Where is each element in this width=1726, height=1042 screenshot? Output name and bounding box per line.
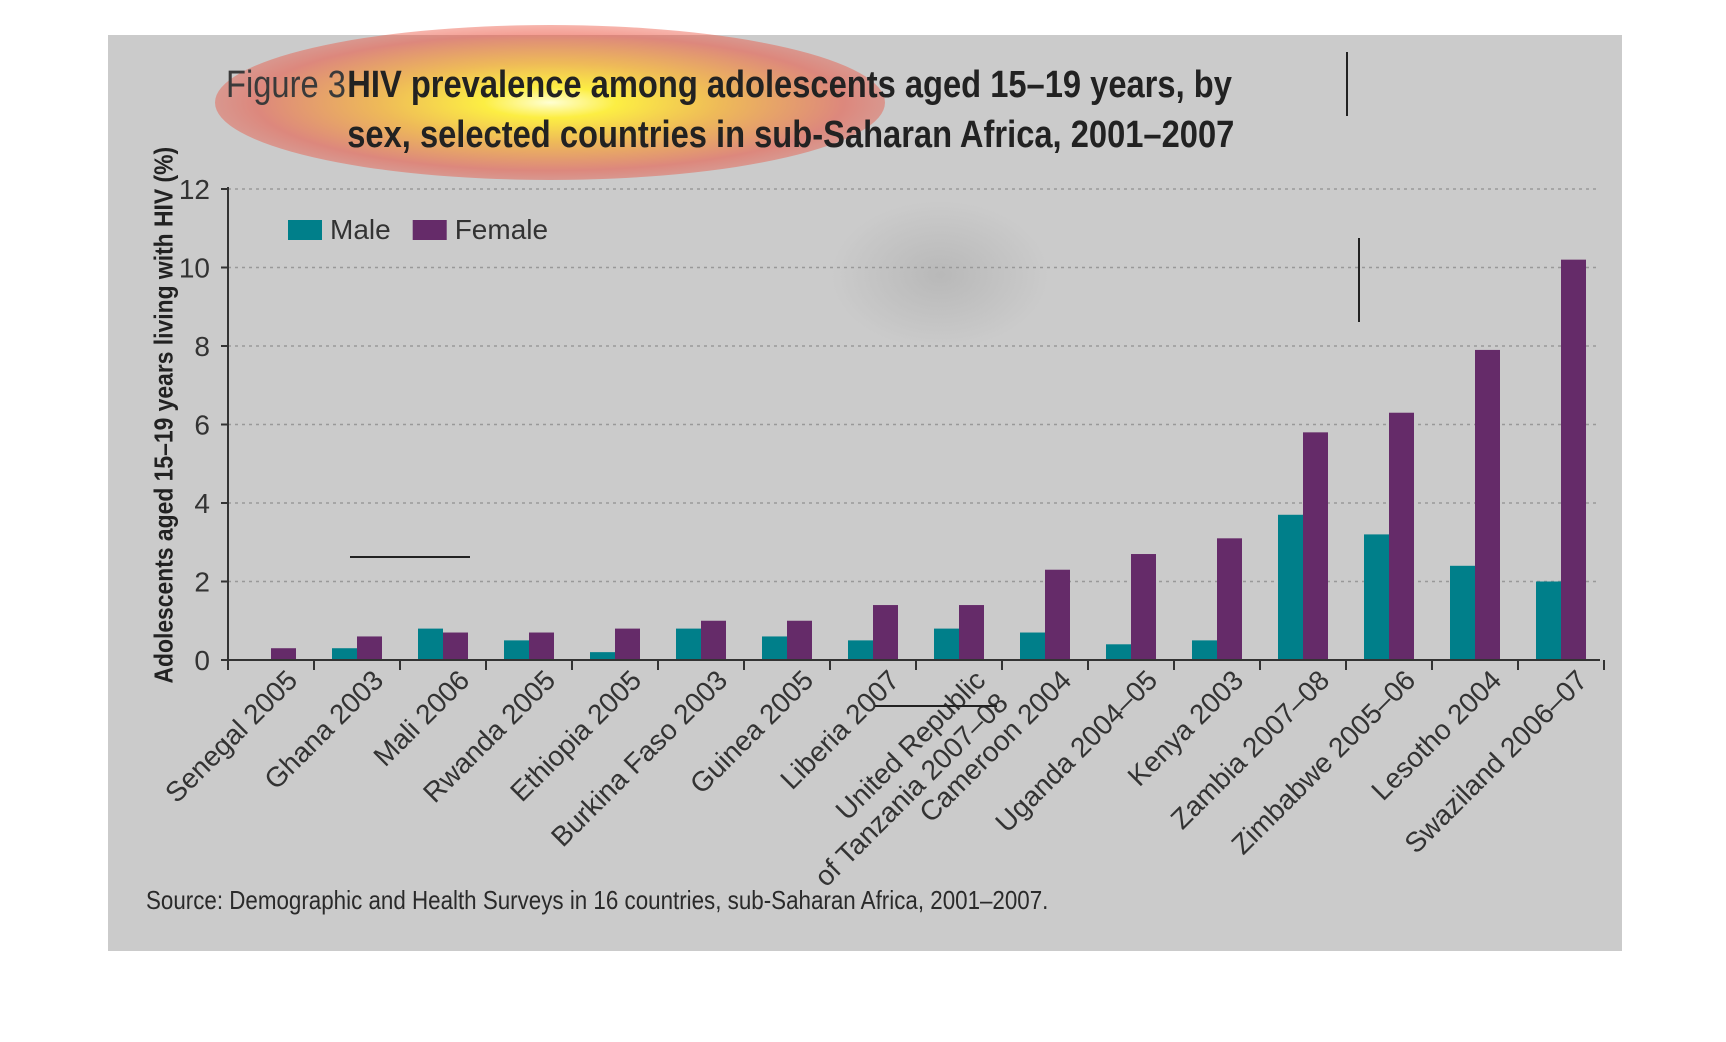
y-tick-label: 4: [194, 488, 210, 519]
y-tick-label: 2: [194, 567, 210, 598]
bar-male: [504, 640, 529, 660]
bar-male: [1364, 534, 1389, 660]
legend-label-female: Female: [455, 214, 548, 245]
bar-female: [271, 648, 296, 660]
bar-male: [762, 636, 787, 660]
stray-vertical-line: [1358, 238, 1360, 322]
figure-title-block: Figure 3 HIV prevalence among adolescent…: [226, 60, 1284, 160]
bar-female: [443, 632, 468, 660]
bar-female: [1045, 569, 1070, 660]
bar-male: [590, 652, 615, 660]
y-tick-label: 0: [194, 645, 210, 676]
figure-panel: [108, 35, 1622, 951]
legend-swatch-male: [288, 220, 322, 240]
stray-vertical-line: [1346, 52, 1348, 116]
bar-female: [1131, 554, 1156, 660]
bar-male: [1106, 644, 1131, 660]
x-category-label: Uganda 2004–05: [989, 664, 1163, 838]
bar-female: [1475, 349, 1500, 660]
bar-male: [332, 648, 357, 660]
figure-label: Figure 3: [226, 64, 346, 106]
bar-male: [1192, 640, 1217, 660]
source-note: Source: Demographic and Health Surveys i…: [146, 885, 1049, 915]
bar-male: [418, 628, 443, 660]
legend-label-male: Male: [330, 214, 391, 245]
bar-female: [357, 636, 382, 660]
x-category-label: Zambia 2007–08: [1165, 664, 1336, 835]
bar-female: [873, 605, 898, 660]
bar-male: [1278, 514, 1303, 660]
bar-female: [787, 620, 812, 660]
bar-female: [1217, 538, 1242, 660]
bar-female: [615, 628, 640, 660]
stray-horizontal-line: [875, 705, 997, 707]
bar-male: [848, 640, 873, 660]
y-tick-label: 6: [194, 410, 210, 441]
bar-male: [1536, 581, 1561, 660]
y-tick-label: 8: [194, 331, 210, 362]
bar-female: [1389, 412, 1414, 660]
bar-female: [529, 632, 554, 660]
bar-female: [959, 605, 984, 660]
y-tick-label: 12: [179, 174, 210, 205]
bar-female: [1561, 259, 1586, 660]
y-tick-label: 10: [179, 253, 210, 284]
stray-horizontal-line: [350, 556, 470, 558]
chart-title: HIV prevalence among adolescents aged 15…: [347, 64, 1235, 156]
bar-male: [1450, 565, 1475, 660]
bar-female: [1303, 432, 1328, 660]
bar-female: [701, 620, 726, 660]
legend-swatch-female: [412, 220, 447, 240]
bar-male: [1020, 632, 1045, 660]
bar-male: [676, 628, 701, 660]
bar-male: [934, 628, 959, 660]
